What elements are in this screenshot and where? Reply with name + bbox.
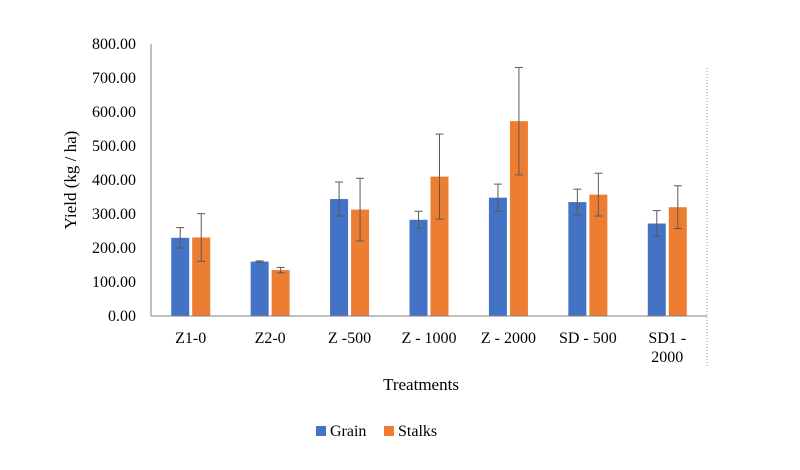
y-tick-label: 500.00 (92, 138, 136, 155)
bar-grain-1 (250, 261, 269, 316)
legend-swatch (316, 426, 326, 436)
legend-label: Stalks (398, 423, 437, 440)
x-tick-label: Z1-0 (175, 330, 206, 347)
legend-label: Grain (330, 423, 366, 440)
y-tick-label: 400.00 (92, 172, 136, 189)
legend-item-stalks: Stalks (384, 423, 437, 440)
legend-swatch (384, 426, 394, 436)
error-bar-grain-5 (573, 188, 582, 216)
bar-grain-6 (647, 223, 666, 316)
x-tick-label: Z2-0 (255, 330, 286, 347)
legend-item-grain: Grain (316, 423, 366, 440)
error-bar-stalks-0 (197, 213, 206, 262)
error-bar-stalks-6 (673, 185, 682, 230)
error-bar-grain-3 (414, 210, 423, 229)
error-bar-grain-6 (652, 210, 661, 237)
bar-stalks-2 (351, 209, 370, 316)
x-axis-ticks: Z1-0 Z2-0 Z -500 Z - 1000 Z - 2000 SD - 500 SD… (175, 330, 686, 366)
bar-stalks-4 (509, 121, 528, 317)
bar-grain-4 (488, 197, 507, 316)
error-bar-grain-1 (255, 260, 264, 263)
y-tick-label: 800.00 (92, 36, 136, 53)
bar-stalks-6 (668, 207, 687, 316)
bar-grain-5 (568, 202, 587, 316)
x-axis-title: Treatments (383, 375, 459, 394)
bar-grain-0 (171, 237, 190, 316)
x-tick-label: SD - 500 (559, 330, 617, 347)
error-bars (176, 66, 682, 274)
x-tick-label: Z -500 (328, 330, 371, 347)
error-bar-stalks-2 (356, 177, 365, 242)
bar-stalks-0 (192, 237, 211, 316)
y-tick-label: 200.00 (92, 240, 136, 257)
bar-stalks-1 (271, 270, 290, 316)
error-bar-grain-4 (493, 183, 502, 212)
error-bar-stalks-4 (514, 66, 523, 176)
y-axis-title: Yield (kg / ha) (61, 131, 80, 230)
y-tick-label: 0.00 (108, 308, 136, 325)
y-tick-label: 300.00 (92, 206, 136, 223)
x-tick-label: SD1 -2000 (648, 330, 686, 366)
y-tick-label: 700.00 (92, 70, 136, 87)
bar-stalks-5 (589, 194, 608, 316)
x-tick-label: Z - 1000 (401, 330, 456, 347)
error-bar-stalks-5 (594, 172, 603, 217)
x-tick-label: Z - 2000 (481, 330, 536, 347)
error-bar-stalks-1 (276, 266, 285, 274)
error-bar-stalks-3 (435, 133, 444, 220)
error-bar-grain-2 (335, 181, 344, 217)
y-tick-label: 600.00 (92, 104, 136, 121)
bars (171, 121, 687, 317)
bar-grain-2 (330, 199, 349, 316)
y-axis-ticks: 0.00 100.00 200.00 300.00 400.00 500.00 600.00… (92, 36, 136, 325)
error-bar-grain-0 (176, 227, 185, 249)
legend: Grain Stalks (316, 423, 437, 440)
bar-grain-3 (409, 219, 428, 316)
y-tick-label: 100.00 (92, 274, 136, 291)
bar-stalks-3 (430, 176, 449, 316)
